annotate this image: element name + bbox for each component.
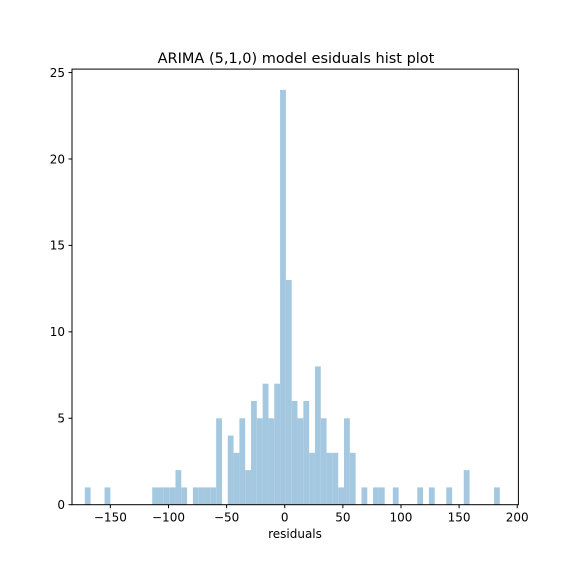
histogram-bar <box>263 384 269 505</box>
x-tick-label: −150 <box>94 511 127 525</box>
y-tick-label: 5 <box>57 412 65 426</box>
histogram-bar <box>309 453 315 505</box>
histogram-bar <box>494 487 500 504</box>
x-tick-label: −100 <box>152 511 185 525</box>
histogram-bar <box>175 470 181 505</box>
histogram-bar <box>158 487 164 504</box>
histogram-bar <box>251 401 257 505</box>
y-tick-label: 0 <box>57 498 65 512</box>
histogram-bar <box>286 280 292 505</box>
histogram-bar <box>321 418 327 504</box>
histogram-bar <box>164 487 170 504</box>
histogram-bar <box>205 487 211 504</box>
chart-title: ARIMA (5,1,0) model esiduals hist plot <box>158 51 435 67</box>
y-tick-label: 25 <box>50 66 65 80</box>
histogram-bar <box>464 470 470 505</box>
histogram-bar <box>199 487 205 504</box>
histogram-bar <box>85 487 91 504</box>
histogram-bar <box>228 436 234 505</box>
histogram-bar <box>193 487 199 504</box>
histogram-bar <box>298 418 304 504</box>
histogram-bar <box>327 453 333 505</box>
histogram-bar <box>274 384 280 505</box>
histogram-bar <box>417 487 423 504</box>
histogram-bar <box>315 366 321 504</box>
histogram-bar <box>268 418 274 504</box>
histogram-bar <box>344 418 350 504</box>
y-tick-label: 20 <box>50 152 65 166</box>
histogram-bar <box>170 487 176 504</box>
histogram-bar <box>361 487 367 504</box>
y-tick-label: 15 <box>50 239 65 253</box>
histogram-bar <box>257 418 263 504</box>
histogram-bar <box>152 487 158 504</box>
histogram-bar <box>292 401 298 505</box>
x-tick-label: 0 <box>281 511 289 525</box>
histogram-bar <box>350 453 356 505</box>
histogram-bar <box>105 487 111 504</box>
x-axis-label: residuals <box>268 527 322 541</box>
x-tick-label: 100 <box>390 511 413 525</box>
histogram-bar <box>181 487 187 504</box>
histogram-bar <box>446 487 452 504</box>
histogram-bar <box>216 418 222 504</box>
histogram-bar <box>234 453 240 505</box>
histogram-bar <box>280 90 286 505</box>
histogram-bar <box>373 487 379 504</box>
y-tick-label: 10 <box>50 325 65 339</box>
histogram-bar <box>338 487 344 504</box>
histogram-bar <box>393 487 399 504</box>
x-tick-label: 50 <box>335 511 350 525</box>
x-tick-label: −50 <box>214 511 239 525</box>
histogram-bar <box>245 470 251 505</box>
histogram-bar <box>332 453 338 505</box>
x-tick-label: 200 <box>506 511 529 525</box>
histogram-bar <box>239 418 245 504</box>
histogram-bar <box>429 487 435 504</box>
histogram-bar <box>303 401 309 505</box>
histogram-bar <box>210 487 216 504</box>
x-tick-label: 150 <box>448 511 471 525</box>
histogram-bar <box>379 487 385 504</box>
